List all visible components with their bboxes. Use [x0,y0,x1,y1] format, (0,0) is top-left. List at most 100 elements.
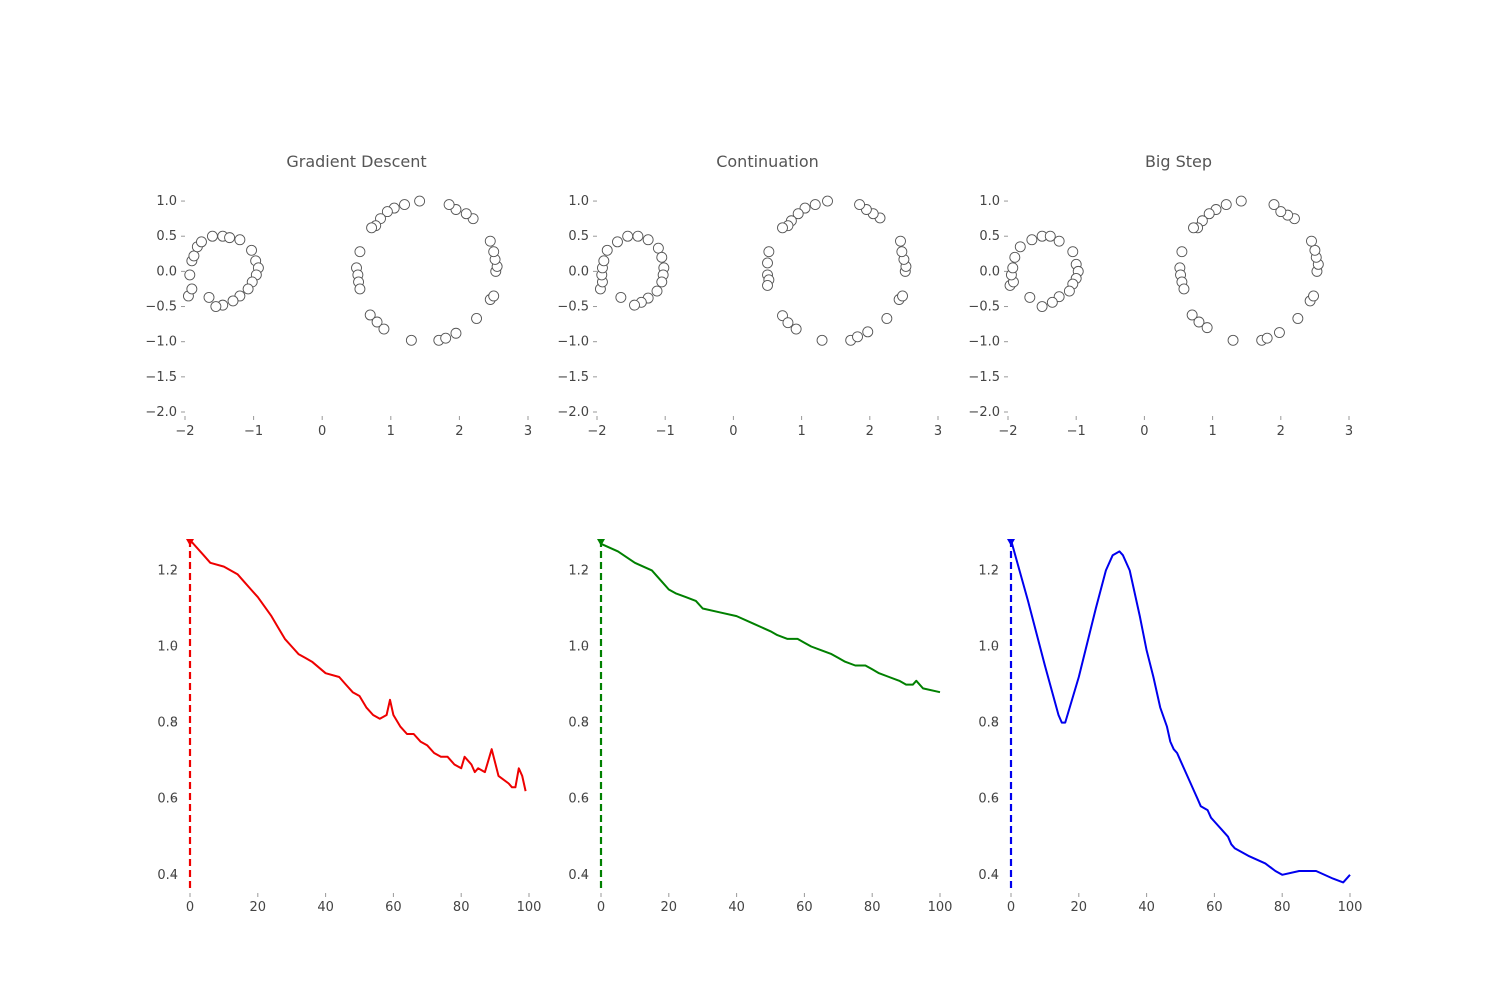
x-tick-label: −2 [587,424,606,439]
scatter-point [862,326,874,338]
scatter-point [822,195,833,207]
scatter-point [405,334,417,346]
scatter-point [381,206,393,218]
scatter-point [488,290,500,302]
y-tick-label: −1.0 [557,335,589,350]
scatter-point [642,234,654,246]
y-tick-label: −2.0 [968,405,1000,420]
scatter-point [1261,332,1273,344]
x-tick-label: 3 [524,424,532,439]
scatter-point [460,208,472,220]
scatter-point [1176,246,1188,258]
scatter-point [1026,234,1038,246]
scatter-point [1306,235,1317,247]
scatter-point [852,331,863,343]
y-tick-label: 0.4 [978,868,999,883]
scatter-point [484,235,496,247]
scatter-point [364,309,376,321]
scatter-point [366,222,378,234]
x-tick-label: 3 [1345,424,1353,439]
scatter-point [629,299,640,311]
scatter-point [1053,235,1065,247]
scatter-point [371,316,383,328]
x-tick-label: 20 [1071,900,1088,915]
y-tick-label: −1.0 [145,335,177,350]
x-tick-label: 1 [387,424,395,439]
scatter-point [1292,313,1304,324]
x-tick-label: −2 [175,424,194,439]
scatter-point [601,244,613,256]
y-tick-label: −1.5 [145,370,177,385]
scatter-point [1268,199,1280,211]
scatter-point [632,230,644,242]
y-tick-label: 1.0 [979,194,1000,209]
scatter-point [651,285,663,297]
x-tick-label: 1 [797,424,805,439]
panel-title: Big Step [1145,152,1212,171]
scatter-point [896,246,908,258]
line-panel-2: 1.2 1.0 0.8 0.6 0.4 0 20 40 60 80 100 [568,539,952,915]
scatter-point [440,332,452,344]
scatter-point [1044,230,1056,242]
scatter-point [612,236,623,248]
y-tick-label: 0.8 [568,716,589,731]
y-tick-label: 1.0 [568,640,589,655]
scatter-point [1036,301,1048,312]
scatter-point [378,323,390,335]
scatter-point [196,236,207,248]
scatter-point [1201,322,1213,334]
scatter-point [762,257,773,269]
y-tick-label: 1.0 [568,194,589,209]
scatter-point [1309,244,1321,256]
scatter-point [854,199,866,211]
y-tick-label: 0.4 [568,868,589,883]
y-tick-label: −2.0 [145,405,177,420]
loss-line [1010,539,1351,884]
y-tick-label: 0.0 [979,264,1000,279]
y-tick-label: 1.2 [157,563,178,578]
scatter-point [414,195,426,207]
y-tick-label: −1.5 [557,370,589,385]
scatter-point [1046,296,1058,308]
x-tick-label: 2 [866,424,874,439]
scatter-point [1203,208,1215,220]
y-tick-label: −2.0 [557,405,589,420]
y-tick-label: −1.0 [968,335,1000,350]
y-tick-label: 0.5 [156,229,177,244]
y-tick-label: 0.6 [157,792,178,807]
scatter-point [443,199,455,211]
x-tick-label: 80 [864,900,881,915]
x-tick-label: 40 [1138,900,1155,915]
scatter-point [656,251,668,263]
scatter-point [622,230,634,242]
x-tick-label: 100 [517,900,542,915]
scatter-point [184,269,196,281]
x-tick-label: 20 [250,900,267,915]
scatter-point [782,317,794,329]
scatter-point [809,199,821,211]
x-tick-label: −1 [656,424,675,439]
scatter-point [897,290,908,302]
scatter-panel-1: Gradient Descent 1.0 0.5 0.0 −0.5 −1.0 −1.5 −2.… [145,152,532,439]
scatter-point [188,250,200,262]
y-tick-label: 0.6 [568,792,589,807]
scatter-point [471,313,482,324]
scatter-point [881,313,893,324]
scatter-point [354,246,366,258]
scatter-point [1024,291,1036,303]
x-tick-label: 0 [729,424,737,439]
scatter-point [1227,334,1239,346]
scatter-point [354,283,366,295]
scatter-point [206,230,218,242]
x-tick-label: −2 [998,424,1017,439]
scatter-panel-3: Big Step 1.0 0.5 0.0 −0.5 −1.0 −1.5 −2.0 −2 −1 0 1 2… [968,152,1353,439]
y-tick-label: 1.0 [157,640,178,655]
y-tick-label: −1.5 [968,370,1000,385]
y-tick-label: 1.2 [568,563,589,578]
scatter-point [1193,316,1205,328]
x-tick-label: 60 [385,900,402,915]
scatter-point [1067,246,1079,258]
y-tick-label: 1.0 [156,194,177,209]
y-tick-label: −0.5 [145,300,177,315]
